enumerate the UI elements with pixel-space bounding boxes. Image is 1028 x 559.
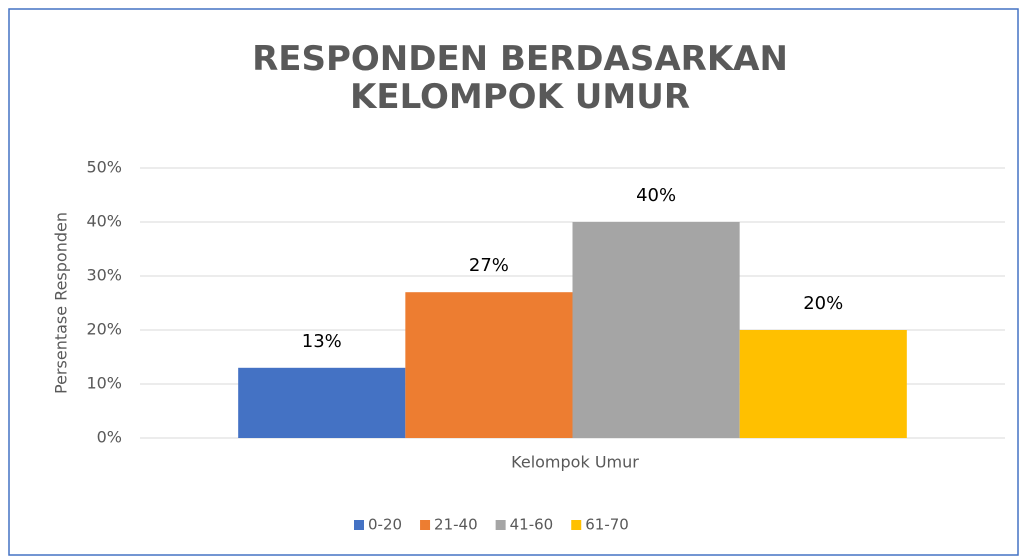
y-tick-label: 0%	[97, 428, 122, 447]
data-label: 13%	[302, 331, 342, 352]
y-tick-label: 30%	[86, 266, 122, 285]
chart-title: RESPONDEN BERDASARKAN KELOMPOK UMUR	[252, 39, 788, 117]
y-tick-label: 10%	[86, 374, 122, 393]
legend-label: 21-40	[434, 516, 478, 534]
legend-swatch	[420, 520, 431, 530]
data-label: 20%	[803, 293, 843, 314]
legend-swatch	[571, 520, 582, 530]
legend-swatch	[354, 520, 364, 530]
y-tick-label: 40%	[86, 212, 122, 231]
y-tick-label: 50%	[86, 158, 122, 177]
data-label: 27%	[469, 255, 509, 276]
bar	[238, 367, 406, 438]
legend-label: 0-20	[368, 516, 402, 534]
bar	[405, 292, 573, 438]
chart-border	[8, 8, 1019, 556]
legend-label: 41-60	[510, 516, 554, 534]
data-label: 40%	[636, 185, 676, 206]
y-axis-label: Persentase Responden	[52, 212, 71, 394]
bar	[572, 222, 740, 438]
bar	[739, 330, 907, 438]
legend-swatch	[495, 520, 506, 530]
x-axis-label: Kelompok Umur	[511, 453, 639, 472]
legend-label: 61-70	[585, 516, 629, 534]
y-tick-label: 20%	[86, 320, 122, 339]
